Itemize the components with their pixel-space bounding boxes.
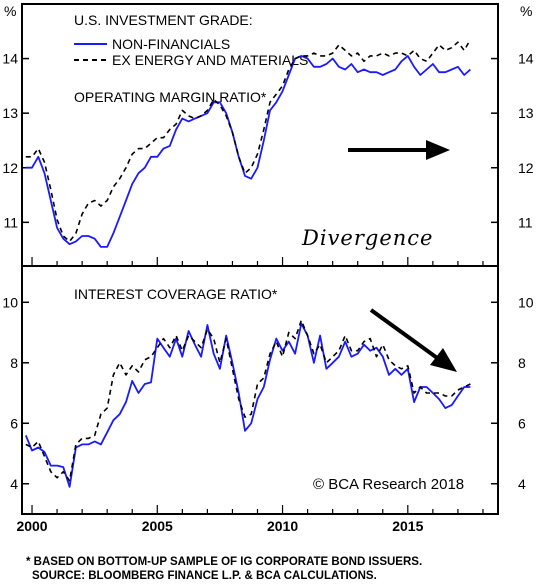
footnote-source: SOURCE: BLOOMBERG FINANCE L.P. & BCA CAL… [32,570,377,582]
y-tick-label-right: 8 [518,355,526,371]
left-unit-label: % [4,3,16,19]
x-tick-label: 2005 [142,518,173,534]
y-tick-label-left: 10 [2,294,18,310]
series-line-ex-energy-panel-2 [25,319,471,482]
x-tick-label: 2010 [267,518,298,534]
top-panel-title: OPERATING MARGIN RATIO* [74,89,267,105]
x-tick-label: 2015 [392,518,423,534]
y-tick-label-right: 11 [518,214,533,230]
y-tick-label-right: 12 [518,160,534,176]
series-line-ex-energy-panel-1 [25,39,472,243]
y-tick-label-right: 14 [518,51,534,67]
bottom-panel-title: INTEREST COVERAGE RATIO* [74,286,278,302]
y-tick-label-left: 13 [2,105,18,121]
y-tick-label-left: 11 [3,214,18,230]
bottom-arrow-icon [369,308,457,372]
chart-header: U.S. INVESTMENT GRADE: [74,12,253,28]
series-line-non-financials-panel-2 [24,322,471,488]
watermark: © BCA Research 2018 [313,476,464,493]
y-tick-label-left: 14 [2,51,18,67]
legend-label-non-financials: NON-FINANCIALS [112,36,230,52]
series-layer [24,39,472,488]
bottom-panel-frame [21,265,499,515]
y-tick-label-right: 4 [518,476,526,492]
y-tick-label-right: 10 [518,294,534,310]
divergence-annotation: Divergence [301,226,433,250]
y-tick-label-left: 8 [10,355,18,371]
y-tick-label-left: 12 [2,160,18,176]
y-tick-label-left: 4 [10,476,18,492]
x-tick-label: 2000 [16,518,47,534]
legend-label-ex-energy: EX ENERGY AND MATERIALS [112,52,308,68]
top-arrow-icon [348,140,450,160]
series-line-non-financials-panel-1 [25,55,471,248]
axes-layer: 11 11 12 12 13 13 14 14 4 4 6 6 8 8 10 10 2000 2005 2010 20… [2,51,533,534]
y-tick-label-left: 6 [10,415,18,431]
footnote-sample: * BASED ON BOTTOM-UP SAMPLE OF IG CORPOR… [26,556,422,568]
right-unit-label: % [520,3,532,19]
y-tick-label-right: 13 [518,105,534,121]
y-tick-label-right: 6 [518,415,526,431]
